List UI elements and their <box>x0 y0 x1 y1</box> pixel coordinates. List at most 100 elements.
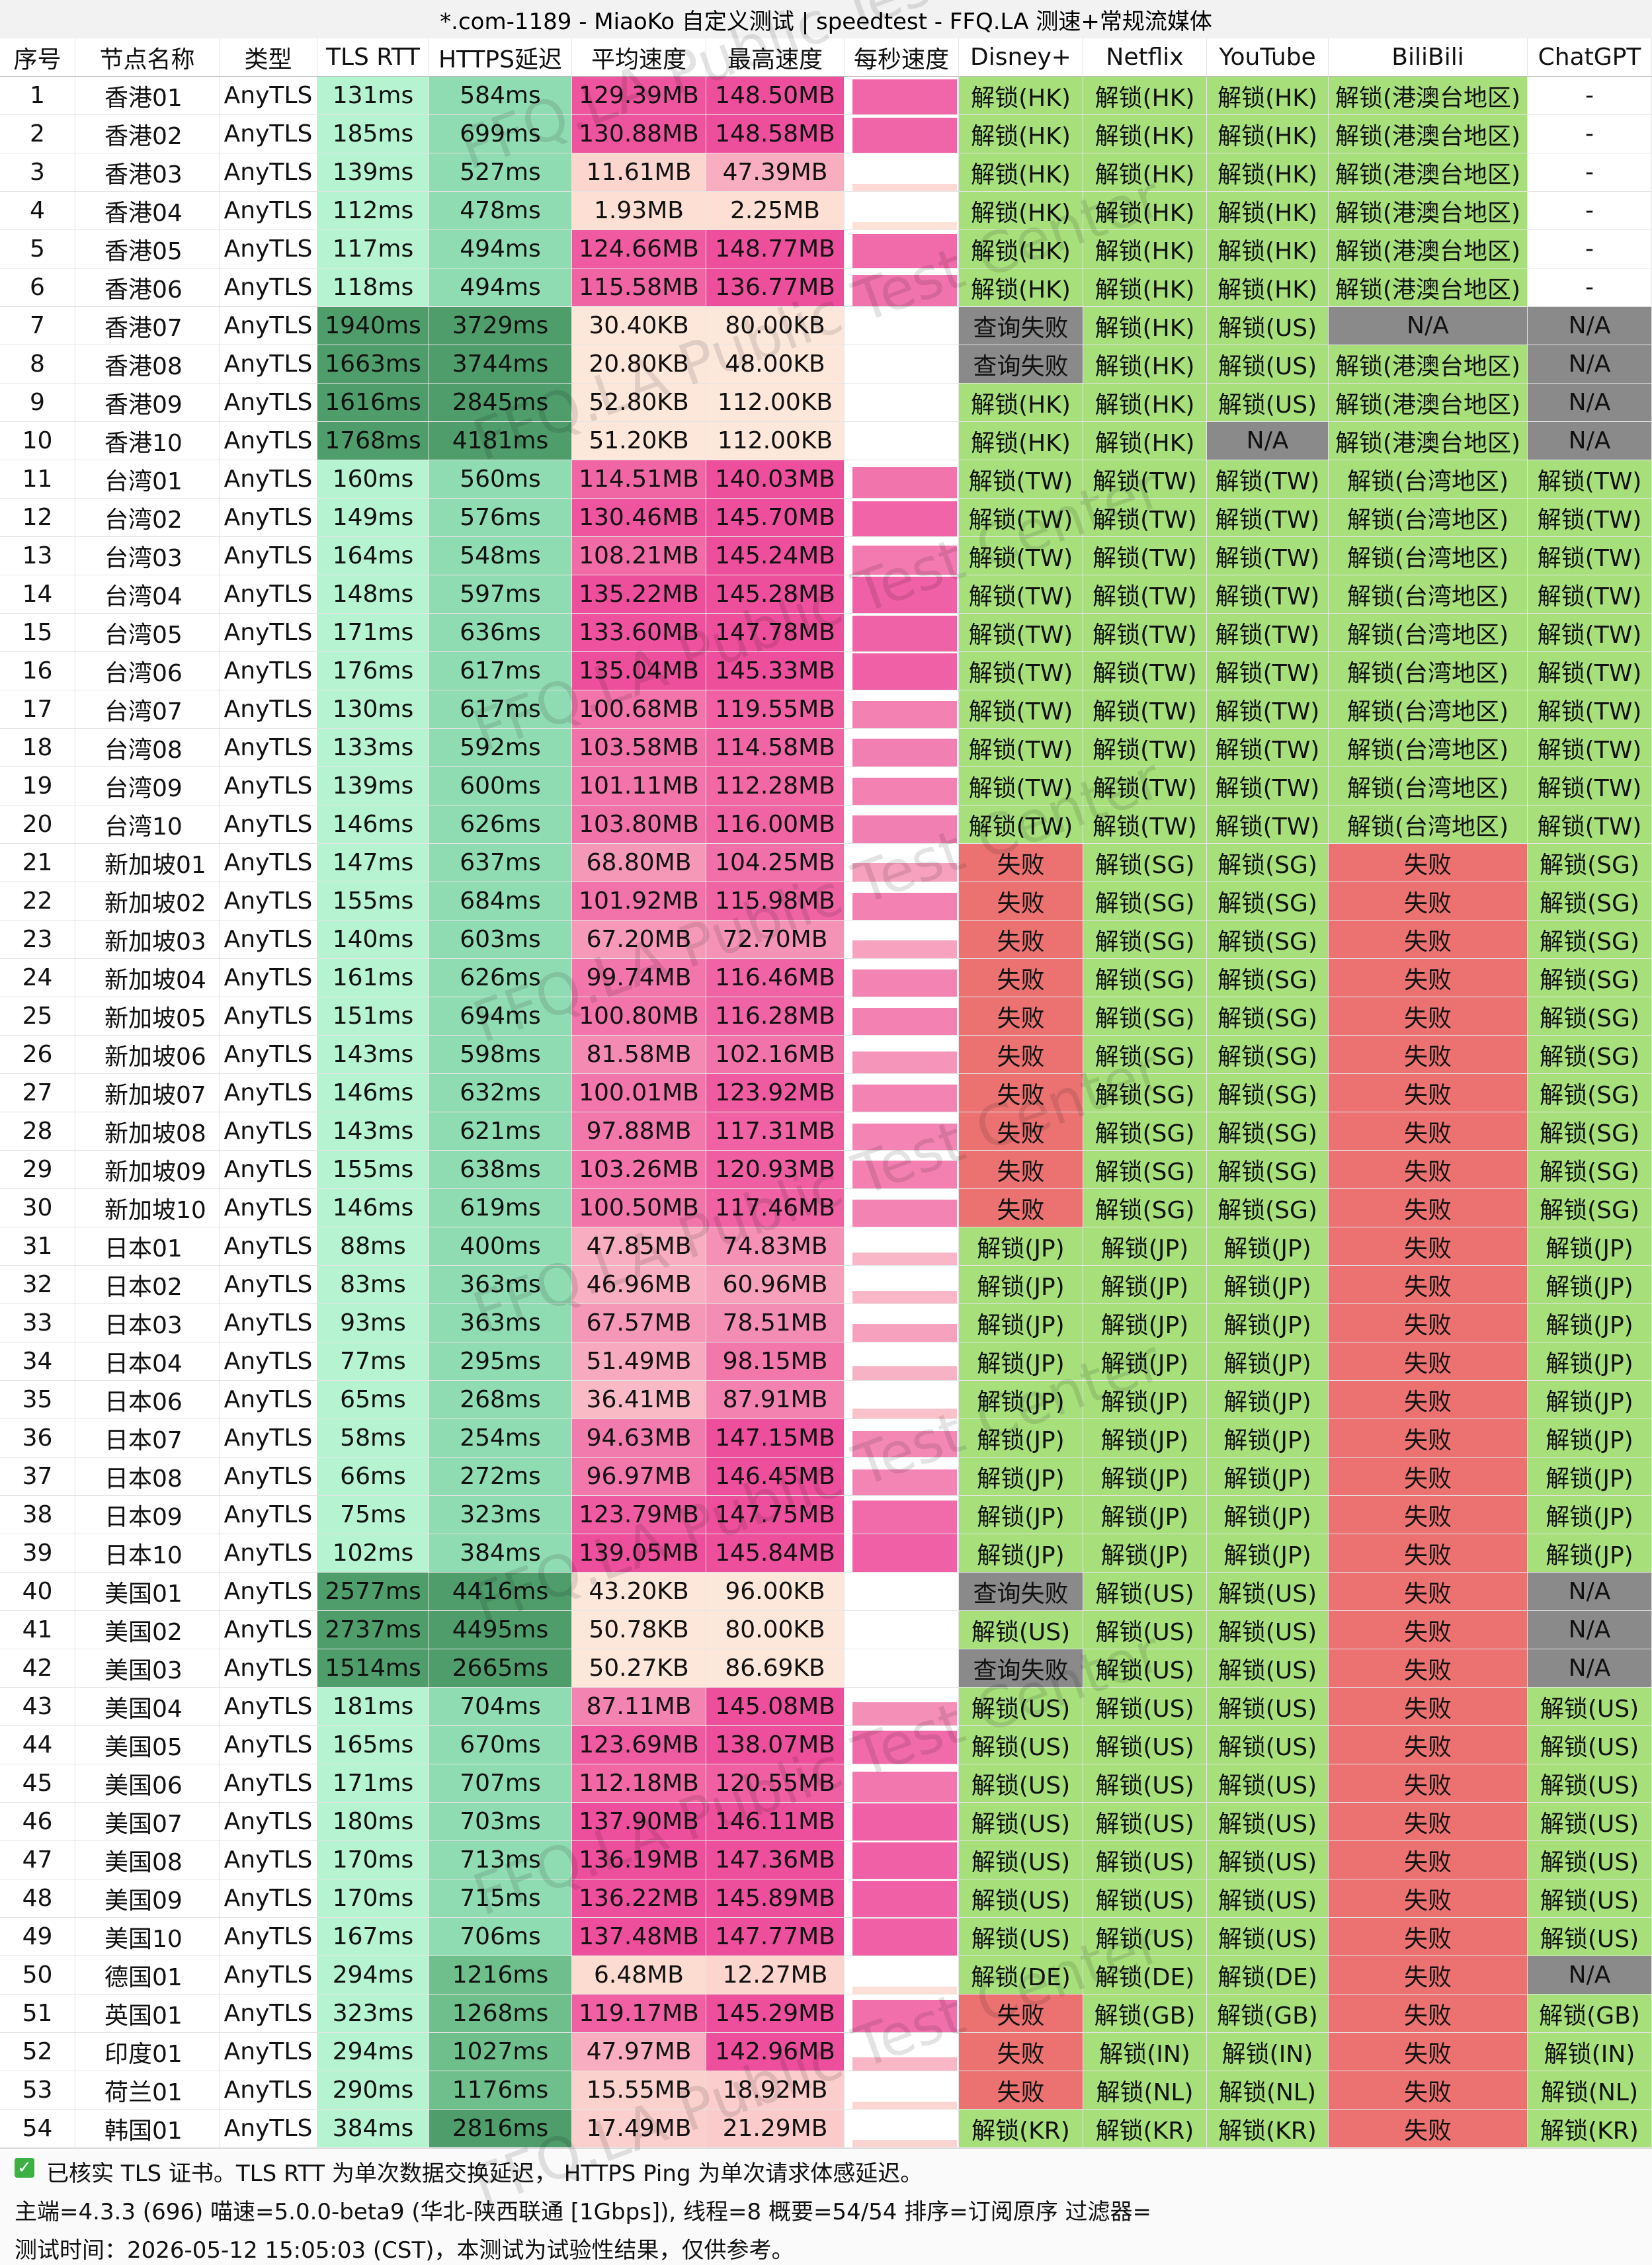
media-status: 失败 <box>1329 2110 1528 2148</box>
media-status: 解锁(JP) <box>1207 1496 1329 1534</box>
protocol: AnyTLS <box>220 1151 317 1189</box>
media-status: N/A <box>1528 345 1652 384</box>
node-name: 香港04 <box>75 192 220 230</box>
column-header: ChatGPT <box>1528 38 1652 77</box>
media-status: 解锁(US) <box>1207 1611 1329 1649</box>
media-status: 解锁(US) <box>1528 1918 1652 1956</box>
protocol: AnyTLS <box>220 1266 317 1304</box>
media-status: 解锁(HK) <box>1207 153 1329 192</box>
protocol: AnyTLS <box>220 921 317 959</box>
per-second-speed <box>845 1036 959 1074</box>
media-status: 解锁(HK) <box>959 77 1083 115</box>
speed-sparkline <box>852 1252 957 1265</box>
media-status: 解锁(HK) <box>959 422 1083 460</box>
speed-sparkline <box>852 653 957 690</box>
speed-sparkline <box>852 1842 957 1879</box>
per-second-speed <box>845 345 959 384</box>
index: 35 <box>0 1381 75 1419</box>
max-speed: 147.78MB <box>706 614 845 652</box>
media-status: 解锁(TW) <box>1528 614 1652 652</box>
tls-rtt: 146ms <box>317 1074 429 1112</box>
media-status: 解锁(NL) <box>1528 2071 1652 2110</box>
per-second-speed <box>845 1266 959 1304</box>
protocol: AnyTLS <box>220 1611 317 1649</box>
node-name: 美国02 <box>75 1611 220 1649</box>
protocol: AnyTLS <box>220 1573 317 1611</box>
index: 36 <box>0 1419 75 1458</box>
max-speed: 96.00KB <box>706 1573 845 1611</box>
media-status: 解锁(TW) <box>1083 575 1207 614</box>
media-status: 解锁(TW) <box>1528 460 1652 499</box>
media-status: N/A <box>1528 422 1652 460</box>
speed-sparkline <box>852 1007 957 1035</box>
max-speed: 145.29MB <box>706 1995 845 2033</box>
node-name: 日本04 <box>75 1342 220 1381</box>
media-status: 解锁(港澳台地区) <box>1329 422 1528 460</box>
max-speed: 119.55MB <box>706 690 845 729</box>
node-name: 新加坡04 <box>75 959 220 997</box>
media-status: 失败 <box>1329 1611 1528 1649</box>
protocol: AnyTLS <box>220 652 317 690</box>
media-status: 解锁(JP) <box>1207 1381 1329 1419</box>
per-second-speed <box>845 1151 959 1189</box>
media-status: 失败 <box>1329 1764 1528 1803</box>
media-status: 解锁(US) <box>959 1726 1083 1764</box>
https-latency: 1268ms <box>429 1995 572 2033</box>
per-second-speed <box>845 2071 959 2110</box>
avg-speed: 114.51MB <box>572 460 706 499</box>
media-status: 失败 <box>1329 1918 1528 1956</box>
speed-sparkline <box>852 1085 957 1112</box>
media-status: 解锁(HK) <box>1207 268 1329 307</box>
protocol: AnyTLS <box>220 1304 317 1342</box>
speed-sparkline <box>852 701 957 728</box>
media-status: 失败 <box>1329 882 1528 921</box>
https-latency: 1176ms <box>429 2071 572 2110</box>
avg-speed: 103.80MB <box>572 805 706 844</box>
per-second-speed <box>845 2110 959 2148</box>
media-status: 解锁(SG) <box>1083 1151 1207 1189</box>
tls-rtt: 161ms <box>317 959 429 997</box>
avg-speed: 52.80KB <box>572 384 706 422</box>
node-name: 台湾02 <box>75 499 220 537</box>
tls-rtt: 171ms <box>317 614 429 652</box>
protocol: AnyTLS <box>220 192 317 230</box>
media-status: 失败 <box>1329 1534 1528 1573</box>
max-speed: 145.89MB <box>706 1879 845 1918</box>
media-status: 解锁(HK) <box>1207 77 1329 115</box>
protocol: AnyTLS <box>220 1726 317 1764</box>
media-status: 失败 <box>1329 997 1528 1036</box>
node-name: 香港01 <box>75 77 220 115</box>
tls-rtt: 384ms <box>317 2110 429 2148</box>
media-status: 解锁(TW) <box>1528 805 1652 844</box>
media-status: 解锁(US) <box>1528 1803 1652 1841</box>
footer: ✓ 已核实 TLS 证书。TLS RTT 为单次数据交换延迟， HTTPS Pi… <box>0 2148 1652 2265</box>
media-status: 解锁(IN) <box>1083 2033 1207 2071</box>
max-speed: 116.28MB <box>706 997 845 1036</box>
speed-sparkline <box>852 2139 957 2147</box>
media-status: 解锁(TW) <box>959 690 1083 729</box>
avg-speed: 119.17MB <box>572 1995 706 2033</box>
max-speed: 147.75MB <box>706 1496 845 1534</box>
media-status: 解锁(港澳台地区) <box>1329 153 1528 192</box>
avg-speed: 101.11MB <box>572 767 706 805</box>
avg-speed: 36.41MB <box>572 1381 706 1419</box>
media-status: 解锁(台湾地区) <box>1329 805 1528 844</box>
avg-speed: 87.11MB <box>572 1688 706 1726</box>
https-latency: 272ms <box>429 1458 572 1496</box>
media-status: - <box>1528 268 1652 307</box>
media-status: 失败 <box>959 882 1083 921</box>
index: 9 <box>0 384 75 422</box>
per-second-speed <box>845 1189 959 1227</box>
protocol: AnyTLS <box>220 499 317 537</box>
index: 22 <box>0 882 75 921</box>
tls-rtt: 171ms <box>317 1764 429 1803</box>
media-status: 解锁(TW) <box>1083 652 1207 690</box>
index: 46 <box>0 1803 75 1841</box>
index: 7 <box>0 307 75 345</box>
protocol: AnyTLS <box>220 1879 317 1918</box>
https-latency: 494ms <box>429 230 572 268</box>
media-status: 解锁(SG) <box>1083 844 1207 882</box>
index: 8 <box>0 345 75 384</box>
tls-rtt: 167ms <box>317 1918 429 1956</box>
avg-speed: 1.93MB <box>572 192 706 230</box>
